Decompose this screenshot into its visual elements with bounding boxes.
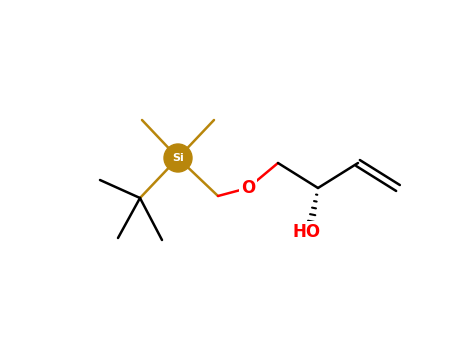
Text: Si: Si (172, 153, 184, 163)
Text: HO: HO (293, 223, 321, 241)
Circle shape (164, 144, 192, 172)
Text: O: O (241, 179, 255, 197)
